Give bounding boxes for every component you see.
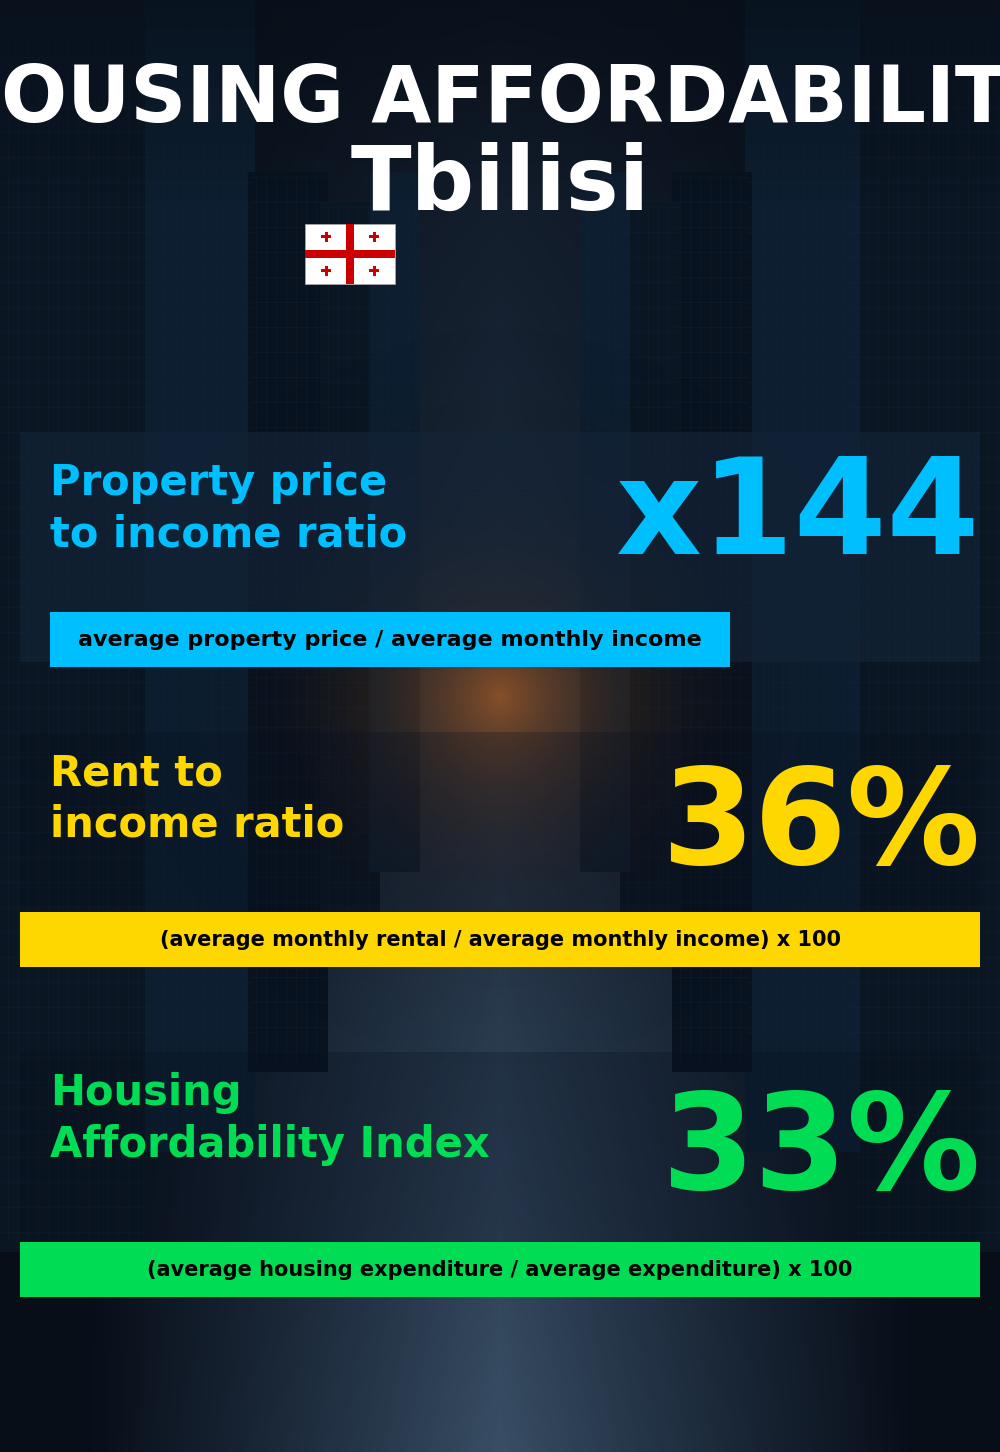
- FancyBboxPatch shape: [373, 266, 376, 276]
- Text: (average housing expenditure / average expenditure) x 100: (average housing expenditure / average e…: [147, 1260, 853, 1281]
- FancyBboxPatch shape: [620, 202, 680, 953]
- FancyBboxPatch shape: [20, 1241, 980, 1297]
- FancyBboxPatch shape: [369, 269, 379, 272]
- FancyBboxPatch shape: [305, 250, 395, 258]
- FancyBboxPatch shape: [20, 912, 980, 967]
- FancyBboxPatch shape: [248, 171, 328, 1072]
- Text: Property price
to income ratio: Property price to income ratio: [50, 462, 407, 556]
- FancyBboxPatch shape: [369, 235, 379, 238]
- FancyBboxPatch shape: [370, 171, 420, 873]
- Text: x144: x144: [616, 452, 980, 582]
- FancyBboxPatch shape: [325, 266, 328, 276]
- FancyBboxPatch shape: [672, 171, 752, 1072]
- FancyBboxPatch shape: [346, 224, 354, 285]
- FancyBboxPatch shape: [580, 171, 630, 873]
- FancyBboxPatch shape: [850, 0, 1000, 1252]
- FancyBboxPatch shape: [745, 0, 860, 1151]
- Text: 33%: 33%: [661, 1088, 980, 1217]
- FancyBboxPatch shape: [145, 0, 255, 1151]
- FancyBboxPatch shape: [320, 202, 380, 953]
- Text: 36%: 36%: [661, 762, 980, 892]
- FancyBboxPatch shape: [325, 232, 328, 242]
- Text: Housing
Affordability Index: Housing Affordability Index: [50, 1072, 490, 1166]
- Text: average property price / average monthly income: average property price / average monthly…: [78, 630, 702, 650]
- Text: HOUSING AFFORDABILITY: HOUSING AFFORDABILITY: [0, 62, 1000, 138]
- FancyBboxPatch shape: [305, 224, 395, 285]
- Text: (average monthly rental / average monthly income) x 100: (average monthly rental / average monthl…: [160, 929, 840, 950]
- FancyBboxPatch shape: [373, 232, 376, 242]
- Text: Tbilisi: Tbilisi: [350, 142, 650, 229]
- FancyBboxPatch shape: [321, 269, 331, 272]
- FancyBboxPatch shape: [20, 732, 980, 963]
- FancyBboxPatch shape: [321, 235, 331, 238]
- Text: Rent to
income ratio: Rent to income ratio: [50, 752, 344, 847]
- FancyBboxPatch shape: [50, 611, 730, 666]
- FancyBboxPatch shape: [20, 1053, 980, 1292]
- FancyBboxPatch shape: [20, 433, 980, 662]
- FancyBboxPatch shape: [0, 0, 150, 1252]
